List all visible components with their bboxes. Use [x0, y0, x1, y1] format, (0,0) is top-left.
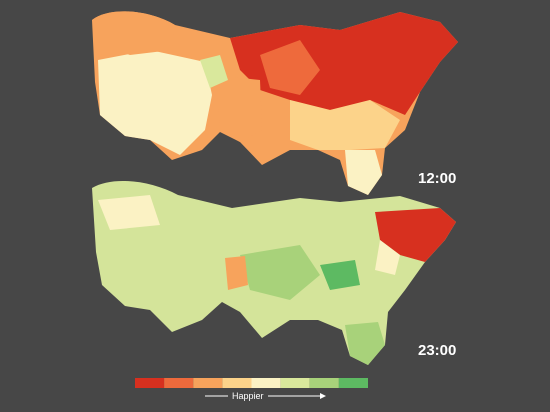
region: [320, 260, 360, 290]
region: [375, 240, 400, 275]
legend-swatch: [338, 378, 368, 388]
region: [92, 11, 175, 56]
region: [260, 40, 320, 95]
time-label: 23:00: [418, 342, 456, 359]
legend-swatch: [193, 378, 223, 388]
region: [290, 100, 400, 150]
legend-swatch: [309, 378, 339, 388]
region: [345, 322, 385, 365]
legend-arrowhead: [320, 393, 326, 399]
map-noon: [92, 11, 458, 195]
region: [225, 256, 248, 290]
region: [240, 245, 320, 300]
legend: [135, 378, 368, 388]
legend-swatch: [222, 378, 252, 388]
legend-swatch: [251, 378, 281, 388]
region: [98, 50, 212, 155]
region: [375, 208, 456, 262]
legend-swatch: [280, 378, 310, 388]
region: [200, 55, 228, 88]
region: [215, 75, 262, 142]
legend-swatch: [164, 378, 194, 388]
legend-swatch: [135, 378, 165, 388]
map-night: [92, 180, 456, 365]
time-label: 12:00: [418, 170, 456, 187]
region: [98, 195, 160, 230]
legend-label: Happier: [232, 391, 264, 401]
region: [345, 150, 382, 195]
